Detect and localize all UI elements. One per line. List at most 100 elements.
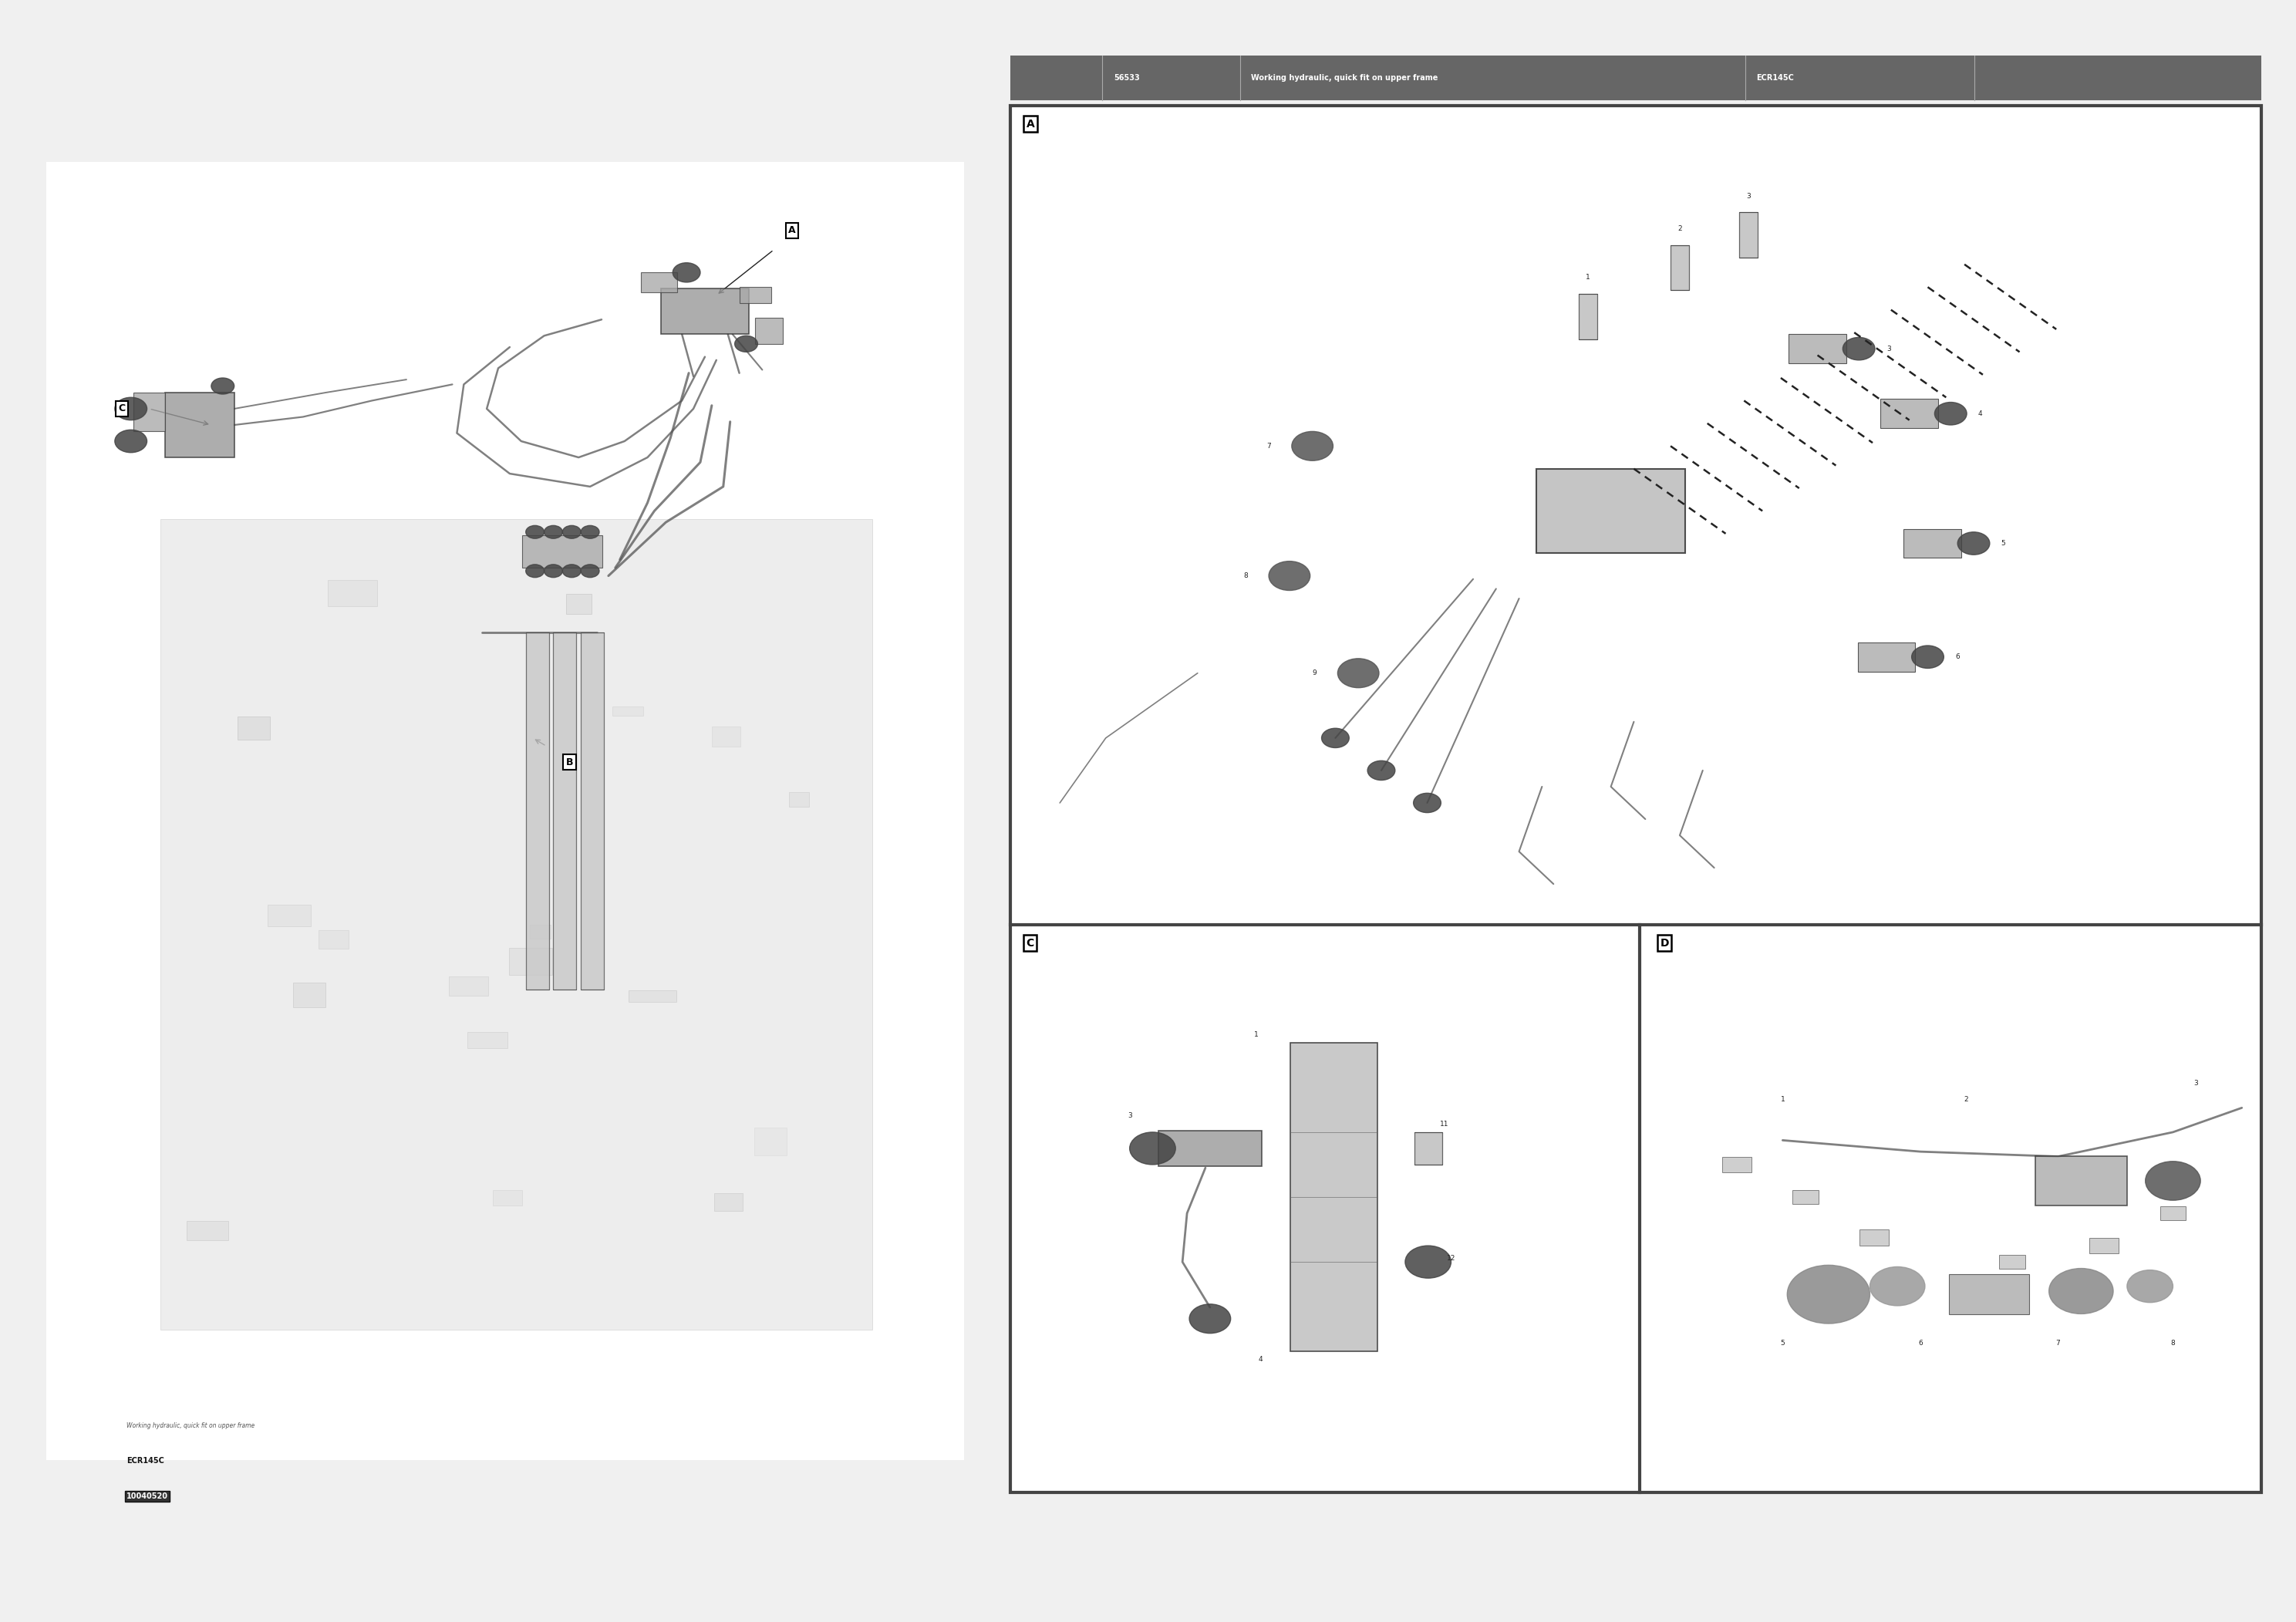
Text: 3: 3 [1747,193,1752,200]
Bar [1857,642,1915,672]
Circle shape [115,430,147,453]
Circle shape [563,564,581,577]
Text: 8: 8 [2170,1340,2174,1346]
Bar [1290,1043,1378,1351]
Text: Working hydraulic, quick fit on upper frame: Working hydraulic, quick fit on upper fr… [1251,75,1437,81]
Circle shape [1322,728,1350,748]
Circle shape [211,378,234,394]
Bar [294,983,326,1007]
Text: 3: 3 [2193,1080,2197,1087]
Circle shape [1339,659,1380,688]
Bar [494,1191,523,1205]
Text: C: C [1026,938,1033,949]
Text: 7: 7 [2055,1340,2060,1346]
Bar [526,633,549,989]
Bar [1789,334,1846,363]
Circle shape [2126,1270,2172,1302]
Bar [1580,294,1598,339]
Text: 7: 7 [1267,443,1272,449]
Bar [1949,1275,2030,1314]
Bar [581,633,604,989]
Text: 56533: 56533 [1114,75,1139,81]
Text: ECR145C: ECR145C [126,1457,163,1465]
Circle shape [1913,646,1945,668]
Bar [641,272,677,292]
Bar [161,519,872,1330]
Text: 5: 5 [2002,540,2007,547]
Text: ECR145C: ECR145C [1756,75,1793,81]
Circle shape [581,564,599,577]
Circle shape [1958,532,1991,555]
Bar [1414,1132,1442,1165]
Bar [712,727,739,746]
Bar [510,947,551,975]
Text: D: D [1660,938,1669,949]
Circle shape [581,526,599,539]
Circle shape [526,564,544,577]
Text: 2: 2 [1963,1096,1968,1103]
Circle shape [544,526,563,539]
Bar [1903,529,1961,558]
Bar [2034,1156,2126,1205]
Circle shape [673,263,700,282]
Bar [661,289,748,334]
Bar [1880,399,1938,428]
Text: Working hydraulic, quick fit on upper frame: Working hydraulic, quick fit on upper fr… [126,1422,255,1429]
Text: C: C [117,404,126,414]
Bar [753,1127,788,1156]
Bar [1157,1131,1263,1166]
Text: 1: 1 [1779,1096,1784,1103]
Bar [629,989,677,1002]
Bar [521,535,602,568]
Text: 2: 2 [1678,225,1683,232]
Bar [755,318,783,344]
Text: 6: 6 [1917,1340,1922,1346]
Bar [1722,1156,1752,1173]
Bar [790,792,808,806]
Circle shape [1189,1304,1231,1333]
Circle shape [1936,402,1968,425]
Circle shape [2048,1268,2112,1314]
Circle shape [115,397,147,420]
Circle shape [1414,793,1442,813]
Bar [468,1032,507,1048]
Bar [319,931,349,949]
Circle shape [1368,761,1396,780]
Circle shape [1405,1246,1451,1278]
Bar [714,1192,742,1212]
Bar [1671,245,1690,290]
Text: A: A [788,225,797,235]
Bar [567,594,592,615]
Circle shape [1293,431,1334,461]
Circle shape [1869,1267,1924,1306]
Text: 1: 1 [1587,274,1591,281]
Text: 1: 1 [1254,1032,1258,1038]
Circle shape [1130,1132,1176,1165]
Bar [1740,212,1759,258]
Bar [553,633,576,989]
Circle shape [1786,1265,1869,1324]
Bar [1010,105,2262,1492]
Circle shape [1270,561,1311,590]
Text: A: A [1026,118,1035,130]
Text: 9: 9 [1313,670,1318,676]
Bar [328,581,377,607]
Text: 8: 8 [1244,573,1249,579]
Bar [450,976,487,996]
Bar [269,905,310,926]
Bar [133,393,165,431]
Bar [2000,1255,2025,1268]
Bar [1536,469,1685,553]
Bar [165,393,234,457]
Text: 6: 6 [1956,654,1961,660]
Bar [530,925,551,939]
Bar [1793,1191,1818,1204]
Text: 10040520: 10040520 [126,1492,168,1500]
Circle shape [563,526,581,539]
Bar [1010,55,2262,101]
Bar [1010,105,2262,1492]
Text: 4: 4 [1258,1356,1263,1362]
Circle shape [2144,1161,2200,1200]
Circle shape [1844,337,1876,360]
Bar [739,287,771,303]
